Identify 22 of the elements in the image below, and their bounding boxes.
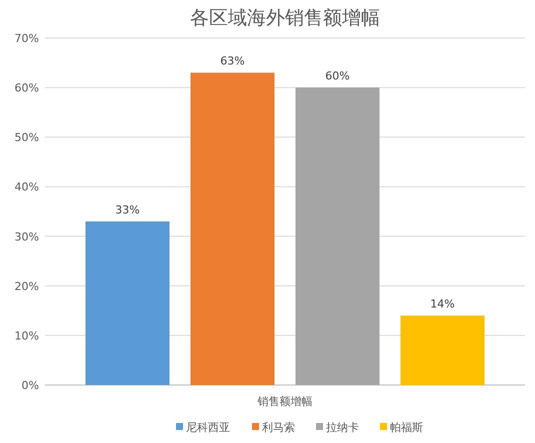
legend-label: 尼科西亚 (186, 421, 230, 434)
data-label: 63% (220, 54, 245, 68)
chart-title: 各区域海外销售额增幅 (190, 7, 380, 29)
legend-label: 拉纳卡 (326, 421, 359, 434)
data-label: 14% (430, 298, 455, 311)
legend-label: 帕福斯 (390, 421, 423, 434)
y-tick-label: 20% (14, 280, 39, 293)
y-tick-label: 30% (14, 230, 39, 244)
y-tick-label: 70% (14, 32, 39, 45)
y-tick-label: 60% (14, 82, 39, 95)
bar (190, 72, 274, 385)
bar (86, 221, 170, 385)
data-label: 33% (115, 203, 140, 216)
y-tick-label: 0% (22, 379, 39, 392)
bar (400, 316, 484, 385)
legend-label: 利马索 (262, 421, 295, 434)
x-tick-label: 销售额增幅 (256, 395, 312, 408)
y-tick-label: 40% (14, 180, 39, 194)
bar (296, 88, 380, 385)
y-tick-label: 10% (14, 329, 39, 342)
data-label: 60% (325, 70, 350, 83)
y-tick-label: 50% (14, 131, 39, 144)
